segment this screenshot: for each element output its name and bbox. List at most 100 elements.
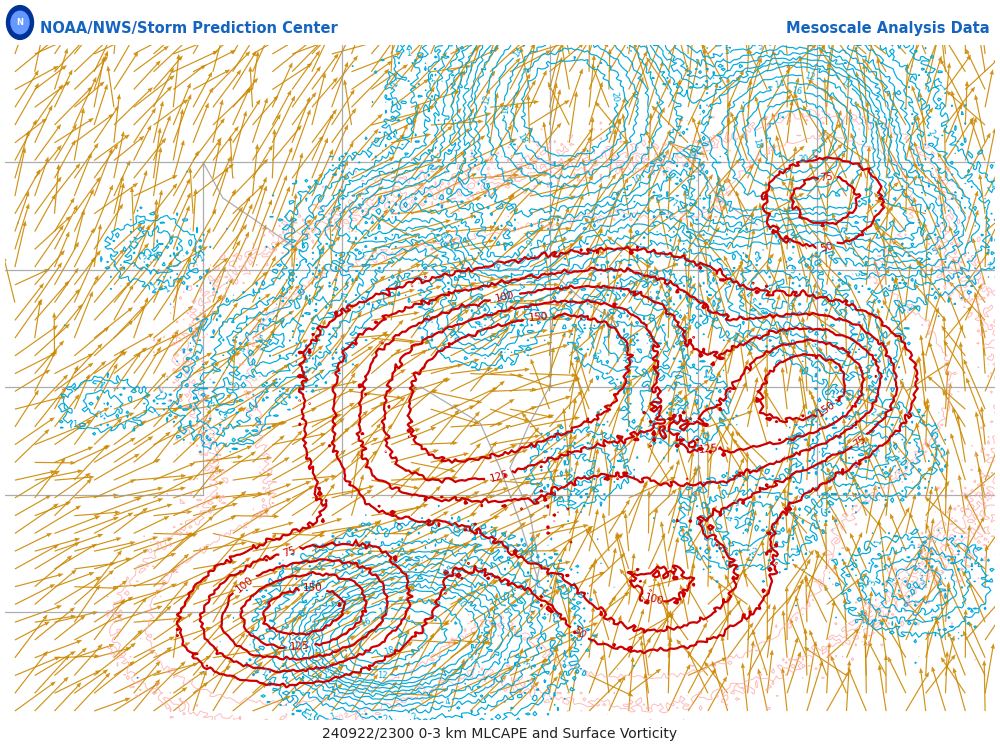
Text: 1: 1: [149, 283, 159, 293]
Text: 2: 2: [367, 547, 372, 556]
Text: 5: 5: [930, 247, 940, 257]
Text: 1: 1: [252, 421, 261, 431]
Text: 3: 3: [151, 254, 157, 263]
Text: 1: 1: [259, 668, 268, 678]
Text: 8: 8: [321, 664, 331, 674]
Text: 1: 1: [859, 616, 866, 626]
Text: 4: 4: [239, 346, 248, 352]
Text: 50: 50: [571, 625, 587, 640]
Text: 1: 1: [821, 504, 831, 514]
Text: 6: 6: [500, 606, 510, 615]
Text: 100: 100: [234, 574, 255, 595]
Text: 10: 10: [899, 596, 912, 609]
Text: 2: 2: [749, 548, 758, 558]
Text: 125: 125: [289, 641, 310, 652]
Text: 4: 4: [837, 444, 848, 453]
Text: 25: 25: [679, 211, 689, 221]
Text: 10: 10: [740, 684, 752, 696]
Text: 7: 7: [473, 661, 483, 671]
Text: 9: 9: [690, 151, 698, 160]
Text: 5: 5: [754, 308, 764, 318]
Text: 1: 1: [841, 392, 851, 402]
Text: 14: 14: [774, 79, 786, 90]
Text: 5: 5: [440, 564, 450, 574]
Text: 1: 1: [682, 318, 692, 328]
Text: 2: 2: [868, 407, 877, 418]
Text: 2: 2: [591, 348, 601, 357]
Text: 10: 10: [333, 713, 345, 725]
Text: 7: 7: [669, 199, 678, 209]
Text: 2: 2: [410, 712, 419, 722]
Text: 4: 4: [518, 281, 529, 291]
Text: 12: 12: [481, 93, 492, 105]
Text: 1: 1: [904, 303, 914, 313]
Text: 75: 75: [282, 545, 298, 559]
Text: 3: 3: [867, 579, 878, 587]
Text: 12: 12: [803, 71, 816, 82]
Text: 18: 18: [515, 131, 528, 146]
Text: 1: 1: [784, 433, 794, 440]
Text: 2: 2: [382, 714, 390, 724]
Text: 125: 125: [698, 442, 719, 454]
Text: 1: 1: [278, 392, 287, 403]
Circle shape: [11, 11, 29, 34]
Text: 1: 1: [563, 497, 572, 502]
Text: 4: 4: [751, 254, 761, 264]
Text: 10: 10: [839, 77, 852, 91]
Text: 4: 4: [445, 697, 451, 706]
Text: 6: 6: [437, 230, 447, 240]
Text: 16: 16: [790, 86, 802, 96]
Text: 4: 4: [887, 575, 898, 584]
Text: 3: 3: [219, 413, 228, 424]
Text: 5: 5: [257, 335, 263, 345]
Text: 1: 1: [415, 289, 423, 298]
Text: 1: 1: [570, 590, 579, 596]
Text: N: N: [16, 18, 23, 27]
Text: 1: 1: [873, 538, 883, 546]
Text: 1: 1: [936, 451, 946, 459]
Text: 1: 1: [637, 272, 645, 283]
Text: 3: 3: [894, 457, 904, 467]
Text: 1: 1: [328, 712, 336, 722]
Text: 1: 1: [569, 341, 577, 352]
Text: 4: 4: [341, 290, 351, 298]
Text: 3: 3: [228, 380, 239, 389]
Text: 2: 2: [583, 442, 592, 452]
Text: 75: 75: [851, 433, 868, 449]
Text: 10: 10: [234, 262, 246, 274]
Text: 1: 1: [559, 655, 569, 665]
Text: 1: 1: [829, 391, 836, 400]
Text: 2: 2: [96, 410, 106, 420]
Text: 3: 3: [561, 466, 571, 474]
Text: 150: 150: [815, 400, 837, 418]
Text: 1: 1: [984, 262, 992, 272]
Text: 5: 5: [869, 447, 879, 456]
Text: Mesoscale Analysis Data: Mesoscale Analysis Data: [786, 21, 990, 36]
Text: 3: 3: [808, 339, 818, 350]
Text: 100: 100: [494, 290, 516, 304]
Text: 1: 1: [938, 82, 948, 92]
Text: 3: 3: [139, 251, 149, 262]
Text: 3: 3: [852, 270, 862, 278]
Text: 1: 1: [152, 409, 162, 419]
Text: 12: 12: [377, 671, 388, 681]
Text: 5: 5: [746, 296, 756, 306]
Text: 4: 4: [669, 394, 679, 404]
Text: 1: 1: [988, 180, 995, 190]
Text: 4: 4: [669, 406, 678, 412]
Text: 1: 1: [704, 374, 713, 380]
Text: 1: 1: [95, 380, 105, 391]
Text: 150: 150: [528, 312, 548, 323]
Text: 3: 3: [732, 498, 741, 508]
Text: 3: 3: [621, 354, 627, 363]
Text: 125: 125: [488, 468, 510, 484]
Text: 1: 1: [197, 254, 206, 264]
Text: 5: 5: [789, 266, 795, 276]
Text: 150: 150: [303, 582, 323, 592]
Text: 18: 18: [383, 644, 396, 656]
Text: 1: 1: [682, 300, 692, 308]
Text: 20: 20: [609, 91, 619, 103]
Text: 50: 50: [819, 240, 835, 254]
Text: 5: 5: [919, 577, 926, 587]
Text: 10: 10: [926, 530, 939, 543]
